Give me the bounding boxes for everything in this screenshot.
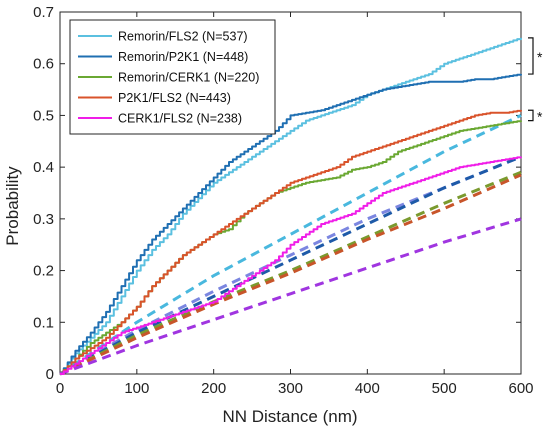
y-tick-label: 0.6	[33, 56, 54, 73]
x-axis-ticks: 0 100 200 300 400 500 600	[56, 12, 534, 397]
significance-bracket	[528, 109, 534, 122]
reference-curve	[59, 155, 522, 376]
series-line	[60, 109, 522, 375]
legend: Remorin/FLS2 (N=537) Remorin/P2K1 (N=448)…	[69, 19, 276, 135]
legend-entry: P2K1/FLS2 (N=443)	[118, 91, 231, 105]
y-tick-label: 0.7	[33, 4, 54, 21]
significance-bracket	[528, 37, 534, 75]
reference-curve	[59, 170, 522, 376]
x-tick-label: 0	[56, 380, 64, 397]
series-line	[60, 37, 522, 375]
significance-annotations: **	[528, 37, 543, 124]
x-tick-label: 500	[432, 380, 457, 397]
x-tick-label: 400	[355, 380, 380, 397]
y-tick-label: 0.5	[33, 107, 54, 124]
legend-entry: Remorin/P2K1 (N=448)	[118, 50, 248, 64]
legend-entry: Remorin/CERK1 (N=220)	[118, 71, 259, 85]
y-tick-label: 0.4	[33, 159, 54, 176]
x-tick-label: 200	[201, 380, 226, 397]
series-lines	[59, 37, 522, 376]
significance-star: *	[537, 49, 543, 65]
y-tick-label: 0.3	[33, 211, 54, 228]
x-tick-label: 100	[124, 380, 149, 397]
y-axis-label: Probability	[3, 166, 22, 246]
x-tick-label: 600	[508, 380, 533, 397]
reference-curve	[59, 217, 522, 376]
reference-curve	[59, 114, 522, 376]
series-line	[60, 156, 522, 375]
x-axis-label: NN Distance (nm)	[222, 407, 357, 426]
series-line	[60, 73, 522, 375]
y-tick-label: 0	[46, 366, 54, 383]
legend-entry: CERK1/FLS2 (N=238)	[118, 112, 242, 126]
significance-star: *	[537, 108, 543, 124]
y-tick-label: 0.1	[33, 314, 54, 331]
y-tick-label: 0.2	[33, 263, 54, 280]
legend-entry: Remorin/FLS2 (N=537)	[118, 30, 248, 44]
x-tick-label: 300	[278, 380, 303, 397]
